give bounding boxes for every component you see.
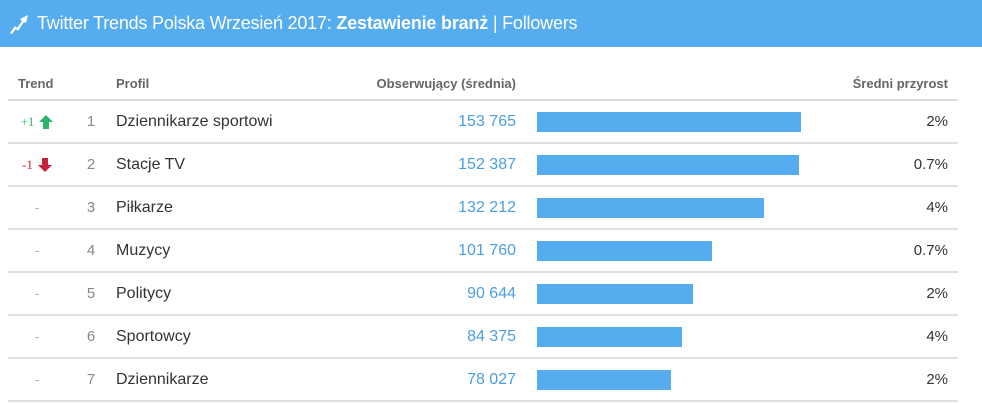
followers-bar	[537, 240, 712, 261]
followers-value: 152 387	[458, 155, 516, 173]
profile-name: Stacje TV	[116, 155, 186, 173]
arrow-up-icon	[39, 114, 54, 129]
followers-value: 78 027	[467, 370, 516, 388]
column-header-trend: Trend	[18, 76, 54, 91]
followers-bar	[537, 283, 693, 304]
trend-up-icon	[9, 13, 31, 35]
profile-name: Dziennikarze	[116, 370, 209, 388]
trend-value: -	[34, 286, 40, 301]
growth-value: 0.7%	[913, 242, 948, 259]
rank-cell: 4	[86, 242, 96, 259]
title-prefix: Twitter Trends Polska Wrzesień 2017:	[37, 13, 337, 33]
profile-name: Piłkarze	[116, 198, 173, 216]
followers-bar	[537, 369, 671, 390]
trend-value: -1	[22, 156, 33, 172]
bar-cell	[516, 111, 836, 132]
growth-value: 2%	[926, 371, 948, 388]
table-row: - 4 Muzycy 101 760 0.7%	[8, 230, 958, 273]
trend-cell: -	[8, 200, 66, 215]
column-header-growth: Średni przyrost	[852, 76, 948, 91]
bar-cell	[516, 369, 836, 390]
rank-cell: 2	[86, 156, 96, 173]
trend-value: -	[34, 372, 40, 387]
trend-value: -	[34, 200, 40, 215]
bar-cell	[516, 154, 836, 175]
rank-cell: 6	[86, 328, 96, 345]
profile-name: Sportowcy	[116, 327, 191, 345]
bar-cell	[516, 197, 836, 218]
trend-value: -	[34, 243, 40, 258]
table-row: -1 2 Stacje TV 152 387 0.7%	[8, 144, 958, 187]
growth-value: 4%	[926, 199, 948, 216]
bar-cell	[516, 240, 836, 261]
trend-value: -	[34, 329, 40, 344]
growth-value: 4%	[926, 328, 948, 345]
followers-bar	[537, 326, 682, 347]
followers-bar	[537, 197, 764, 218]
followers-value: 101 760	[458, 241, 516, 259]
table-body: +1 1 Dziennikarze sportowi 153 765 2% -1…	[8, 101, 958, 402]
followers-bar	[537, 111, 801, 132]
followers-value: 90 644	[467, 284, 516, 302]
rank-cell: 5	[86, 285, 96, 302]
table-row: - 5 Politycy 90 644 2%	[8, 273, 958, 316]
profile-name: Politycy	[116, 284, 172, 302]
trend-cell: +1	[8, 114, 66, 130]
followers-bar	[537, 154, 799, 175]
table-row: +1 1 Dziennikarze sportowi 153 765 2%	[8, 101, 958, 144]
trend-cell: -	[8, 372, 66, 387]
rank-cell: 1	[86, 113, 96, 130]
trend-value: +1	[20, 113, 35, 129]
growth-value: 0.7%	[913, 156, 948, 173]
trend-cell: -1	[8, 157, 66, 173]
table-header: Trend Profil Obserwujący (średnia) Średn…	[8, 68, 958, 101]
ranking-table: Trend Profil Obserwujący (średnia) Średn…	[8, 68, 958, 402]
page-title: Twitter Trends Polska Wrzesień 2017: Zes…	[37, 13, 578, 34]
rank-cell: 3	[86, 199, 96, 216]
growth-value: 2%	[926, 113, 948, 130]
table-row: - 6 Sportowcy 84 375 4%	[8, 316, 958, 359]
followers-value: 153 765	[458, 112, 516, 130]
table-row: - 3 Piłkarze 132 212 4%	[8, 187, 958, 230]
bar-cell	[516, 283, 836, 304]
title-suffix: | Followers	[488, 13, 578, 33]
profile-name: Dziennikarze sportowi	[116, 112, 273, 130]
growth-value: 2%	[926, 285, 948, 302]
followers-value: 132 212	[458, 198, 516, 216]
profile-name: Muzycy	[116, 241, 171, 259]
table-row: - 7 Dziennikarze 78 027 2%	[8, 359, 958, 402]
trend-cell: -	[8, 329, 66, 344]
column-header-profile: Profil	[116, 76, 150, 91]
page-header: Twitter Trends Polska Wrzesień 2017: Zes…	[0, 0, 982, 47]
bar-cell	[516, 326, 836, 347]
trend-cell: -	[8, 243, 66, 258]
column-header-followers: Obserwujący (średnia)	[376, 76, 516, 91]
followers-value: 84 375	[467, 327, 516, 345]
title-bold: Zestawienie branż	[336, 13, 489, 33]
arrow-down-icon	[37, 157, 52, 172]
rank-cell: 7	[86, 371, 96, 388]
trend-cell: -	[8, 286, 66, 301]
